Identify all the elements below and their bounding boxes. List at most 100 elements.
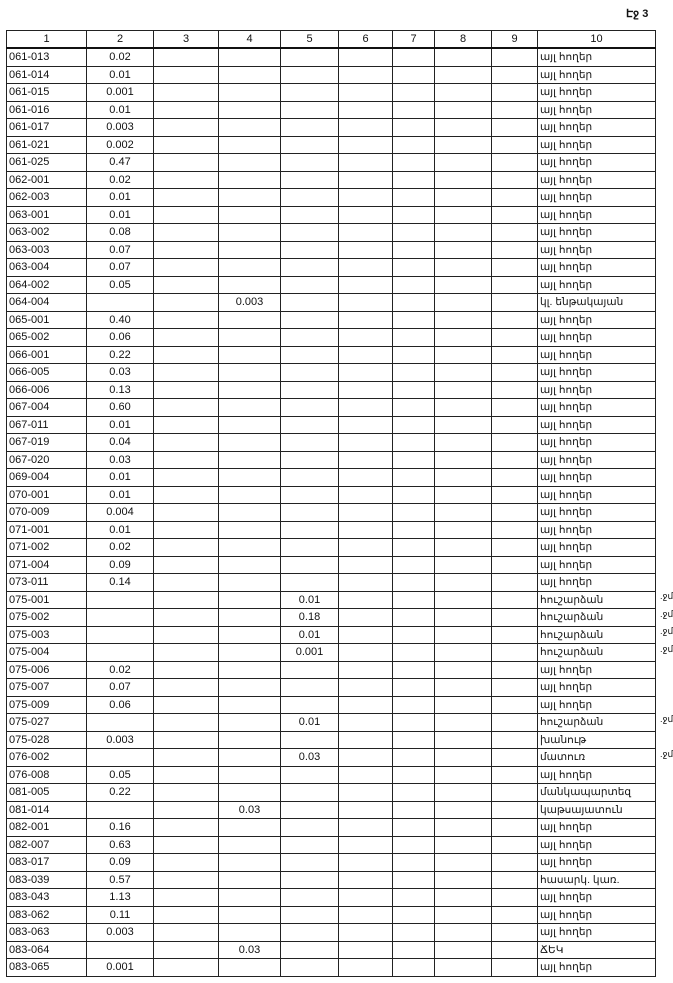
cell-col-2: 0.47 [86,153,154,172]
parcel-code: 081-005 [6,783,87,802]
cell-col-6 [338,870,393,889]
margin-note: .ջմ [660,626,673,637]
cell-col-7 [392,450,435,469]
land-use: այլ հողեր [537,765,656,784]
land-use: այլ հողեր [537,485,656,504]
cell-col-7 [392,853,435,872]
cell-col-3 [153,485,219,504]
cell-col-2: 0.57 [86,870,154,889]
cell-col-5 [280,958,339,977]
table-row: 061-013 0.02 այլ հողեր [6,47,656,67]
land-use: այլ հողեր [537,240,656,259]
table-row: 083-039 0.57 հասարկ. կառ. [6,870,656,889]
cell-col-2 [86,625,154,644]
cell-col-9 [491,503,538,522]
cell-col-7 [392,345,435,364]
cell-col-2: 0.08 [86,223,154,242]
cell-col-6 [338,818,393,837]
cell-col-4 [218,205,281,224]
parcel-code: 061-017 [6,118,87,137]
cell-col-8 [434,958,492,977]
cell-col-8 [434,625,492,644]
cell-col-6 [338,958,393,977]
table-row: 075-002 0.18 հուշարձան [6,608,656,627]
cell-col-4 [218,643,281,662]
cell-col-4 [218,660,281,679]
cell-col-8 [434,293,492,312]
cell-col-9 [491,870,538,889]
cell-col-3 [153,310,219,329]
cell-col-2 [86,590,154,609]
cell-col-8 [434,170,492,189]
cell-col-6 [338,345,393,364]
parcel-code: 083-063 [6,923,87,942]
cell-col-6 [338,765,393,784]
cell-col-9 [491,135,538,154]
land-use: այլ հողեր [537,520,656,539]
cell-col-7 [392,643,435,662]
parcel-code: 071-001 [6,520,87,539]
cell-col-4 [218,328,281,347]
cell-col-7 [392,83,435,102]
cell-col-9 [491,310,538,329]
table-row: 075-028 0.003 խանութ [6,730,656,749]
cell-col-9 [491,835,538,854]
cell-col-7 [392,625,435,644]
cell-col-9 [491,170,538,189]
table-row: 066-006 0.13 այլ հողեր [6,380,656,399]
cell-col-5: 0.01 [280,590,339,609]
cell-col-7 [392,660,435,679]
cell-col-7 [392,380,435,399]
cell-col-9 [491,100,538,119]
cell-col-5 [280,818,339,837]
cell-col-7 [392,870,435,889]
cell-col-6 [338,153,393,172]
cell-col-2 [86,713,154,732]
cell-col-4 [218,783,281,802]
cell-col-3 [153,363,219,382]
cell-col-6 [338,835,393,854]
cell-col-7 [392,940,435,959]
cell-col-5 [280,415,339,434]
table-row: 076-008 0.05 այլ հողեր [6,765,656,784]
table-row: 075-003 0.01 հուշարձան [6,625,656,644]
cell-col-7 [392,118,435,137]
cell-col-3 [153,940,219,959]
cell-col-4 [218,958,281,977]
cell-col-4 [218,905,281,924]
cell-col-9 [491,468,538,487]
land-use: այլ հողեր [537,275,656,294]
cell-col-9 [491,853,538,872]
land-use: այլ հողեր [537,660,656,679]
cell-col-4 [218,153,281,172]
land-use: այլ հողեր [537,380,656,399]
table-row: 062-001 0.02 այլ հողեր [6,170,656,189]
cell-col-7 [392,958,435,977]
cell-col-7 [392,818,435,837]
land-use: այլ հողեր [537,538,656,557]
cell-col-9 [491,118,538,137]
parcel-code: 066-005 [6,363,87,382]
table-row: 075-001 0.01 հուշարձան [6,590,656,609]
cell-col-7 [392,328,435,347]
cell-col-7 [392,783,435,802]
cell-col-8 [434,835,492,854]
cell-col-3 [153,643,219,662]
cell-col-8 [434,153,492,172]
cell-col-6 [338,853,393,872]
cell-col-4 [218,678,281,697]
cell-col-3 [153,923,219,942]
land-use: այլ հողեր [537,170,656,189]
table-row: 066-001 0.22 այլ հողեր [6,345,656,364]
cell-col-5 [280,345,339,364]
cell-col-9 [491,800,538,819]
cell-col-9 [491,398,538,417]
table-row: 075-027 0.01 հուշարձան [6,713,656,732]
cell-col-3 [153,275,219,294]
cell-col-4: 0.003 [218,293,281,312]
land-use: հուշարձան [537,713,656,732]
cell-col-8 [434,275,492,294]
cell-col-7 [392,888,435,907]
cell-col-5 [280,853,339,872]
cell-col-8 [434,713,492,732]
